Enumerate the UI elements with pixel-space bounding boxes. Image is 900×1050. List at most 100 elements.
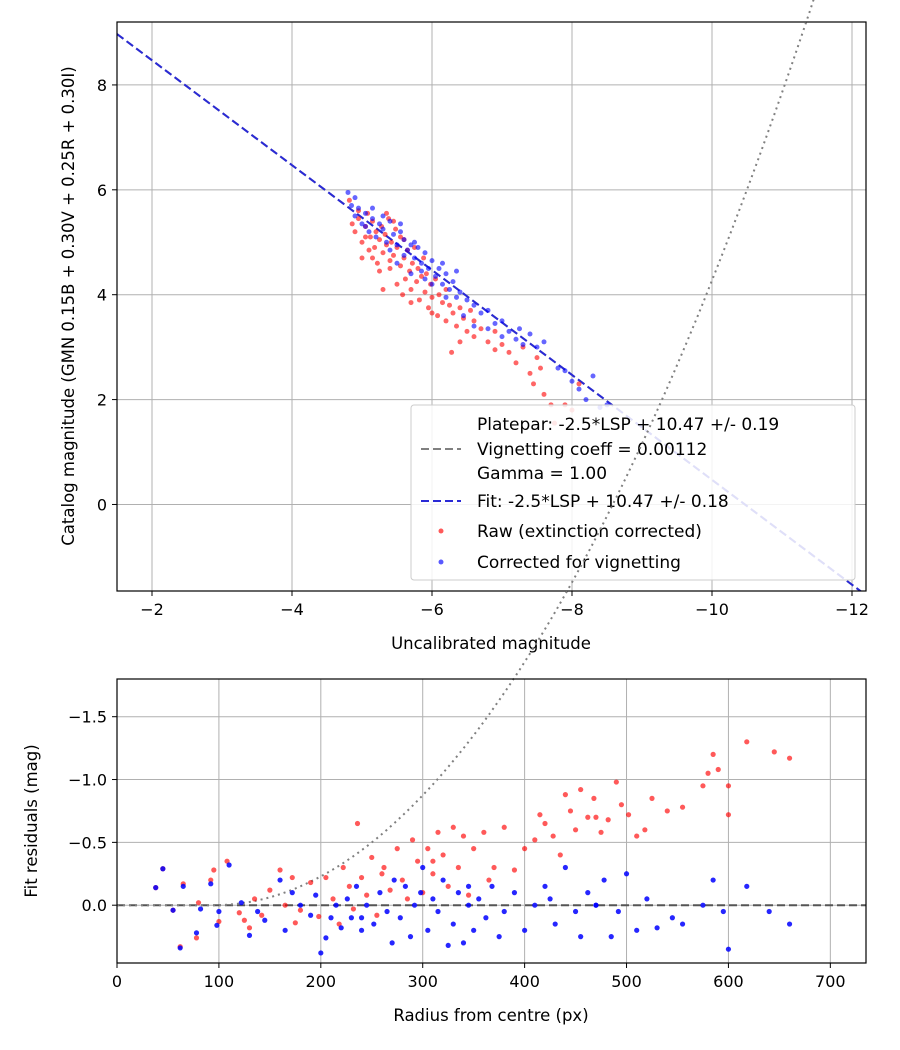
- top-raw-point: [450, 310, 456, 316]
- bottom-corrected-point: [255, 908, 261, 915]
- bottom-raw-point: [277, 867, 283, 873]
- bottom-corrected-point: [358, 915, 365, 921]
- top-corrected-point: [352, 213, 358, 219]
- top-raw-point: [485, 339, 491, 345]
- bottom-raw-point: [591, 795, 597, 801]
- top-raw-point: [449, 349, 455, 355]
- bottom-corrected-point: [277, 877, 283, 883]
- bottom-corrected-point: [397, 915, 403, 921]
- top-corrected-point: [436, 265, 442, 271]
- top-ticks: −2 −4 −6 −8 −10 −12 0 2 4 6 8: [97, 76, 869, 619]
- bottom-corrected-point: [585, 890, 591, 896]
- top-corrected-point: [426, 265, 431, 271]
- bottom-raw-point: [236, 910, 242, 916]
- top-x-tick-label: −4: [280, 600, 304, 619]
- top-raw-point: [349, 221, 355, 227]
- bottom-corrected-point: [418, 890, 424, 896]
- bottom-corrected-point: [328, 915, 334, 921]
- top-raw-point: [423, 271, 429, 277]
- bottom-raw-point: [562, 792, 568, 798]
- bottom-corrected-point: [246, 932, 253, 938]
- bottom-corrected-point: [344, 896, 350, 902]
- top-raw-point: [421, 255, 427, 261]
- top-corrected-point: [398, 229, 403, 235]
- bottom-corrected-point: [450, 921, 456, 927]
- bottom-corrected-point: [700, 902, 706, 908]
- top-corrected-point: [562, 368, 568, 374]
- top-corrected-point: [377, 221, 382, 227]
- top-corrected-point: [373, 234, 379, 240]
- top-raw-point: [534, 355, 540, 361]
- top-corrected-point: [408, 242, 414, 248]
- bottom-raw-point: [340, 864, 346, 871]
- top-corrected-point: [412, 255, 417, 261]
- bottom-corrected-point: [323, 935, 329, 941]
- bottom-raw-point: [598, 829, 604, 835]
- bottom-corrected-point: [601, 877, 607, 883]
- bottom-raw-point: [435, 829, 441, 835]
- top-raw-point: [373, 229, 379, 235]
- top-raw-point: [527, 370, 533, 376]
- bottom-corrected-point: [542, 883, 548, 889]
- bottom-corrected-point: [608, 934, 614, 940]
- top-raw-point: [436, 292, 442, 298]
- top-raw-point: [398, 234, 403, 240]
- top-raw-point: [464, 328, 470, 334]
- top-y-tick-label: 6: [97, 181, 107, 200]
- top-corrected-point: [492, 321, 498, 327]
- bottom-corrected-point: [377, 890, 383, 896]
- bottom-corrected-point: [644, 896, 650, 902]
- bottom-raw-point: [501, 824, 507, 830]
- top-raw-point: [384, 210, 389, 216]
- bottom-corrected-point: [177, 945, 183, 951]
- top-raw-point: [429, 294, 435, 300]
- bottom-raw-point: [481, 829, 487, 835]
- legend-gamma-label: Gamma = 1.00: [477, 464, 607, 484]
- bottom-raw-point: [786, 755, 793, 761]
- legend-corrected-swatch: [438, 559, 444, 565]
- top-corrected-point: [555, 365, 561, 371]
- top-corrected-point: [380, 226, 386, 232]
- top-raw-point: [471, 318, 477, 324]
- top-corrected-point: [485, 307, 491, 313]
- top-corrected-point: [541, 339, 547, 345]
- bottom-corrected-point: [297, 902, 304, 908]
- legend-platepar-label: Platepar: -2.5*LSP + 10.47 +/- 0.19: [477, 415, 779, 435]
- bottom-scatter-points: [153, 739, 793, 956]
- top-raw-point: [419, 273, 424, 279]
- bottom-corrected-point: [654, 925, 660, 931]
- top-raw-point: [468, 307, 473, 313]
- legend-corrected-label: Corrected for vignetting: [477, 553, 681, 573]
- top-corrected-point: [384, 239, 389, 245]
- bottom-raw-point: [379, 871, 385, 877]
- top-corrected-point: [429, 258, 435, 264]
- bottom-corrected-point: [358, 927, 365, 933]
- top-axes-frame: [116, 21, 867, 592]
- bottom-raw-point: [316, 913, 322, 920]
- top-raw-point: [408, 286, 414, 292]
- bottom-corrected-point: [578, 934, 584, 940]
- top-raw-point: [400, 292, 406, 298]
- top-raw-point: [393, 226, 399, 232]
- top-raw-point: [377, 268, 382, 274]
- bottom-raw-point: [354, 820, 361, 827]
- bottom-corrected-point: [440, 877, 446, 883]
- top-corrected-point: [454, 294, 459, 300]
- bottom-corrected-point: [262, 917, 268, 923]
- top-raw-point: [387, 265, 393, 271]
- top-corrected-point: [359, 221, 365, 227]
- top-raw-point: [398, 263, 403, 269]
- bottom-corrected-point: [180, 883, 186, 889]
- top-raw-point: [387, 258, 393, 264]
- top-corrected-point: [534, 344, 540, 350]
- bottom-corrected-point: [338, 925, 344, 931]
- bottom-corrected-point: [318, 950, 324, 956]
- bottom-corrected-point: [766, 908, 772, 915]
- top-corrected-point: [363, 224, 368, 230]
- bottom-raw-point: [195, 900, 202, 906]
- top-raw-point: [499, 342, 505, 348]
- bottom-raw-point: [460, 833, 467, 839]
- top-corrected-point: [419, 260, 424, 266]
- top-corrected-point: [398, 221, 403, 227]
- top-y-tick-label: 8: [97, 76, 107, 95]
